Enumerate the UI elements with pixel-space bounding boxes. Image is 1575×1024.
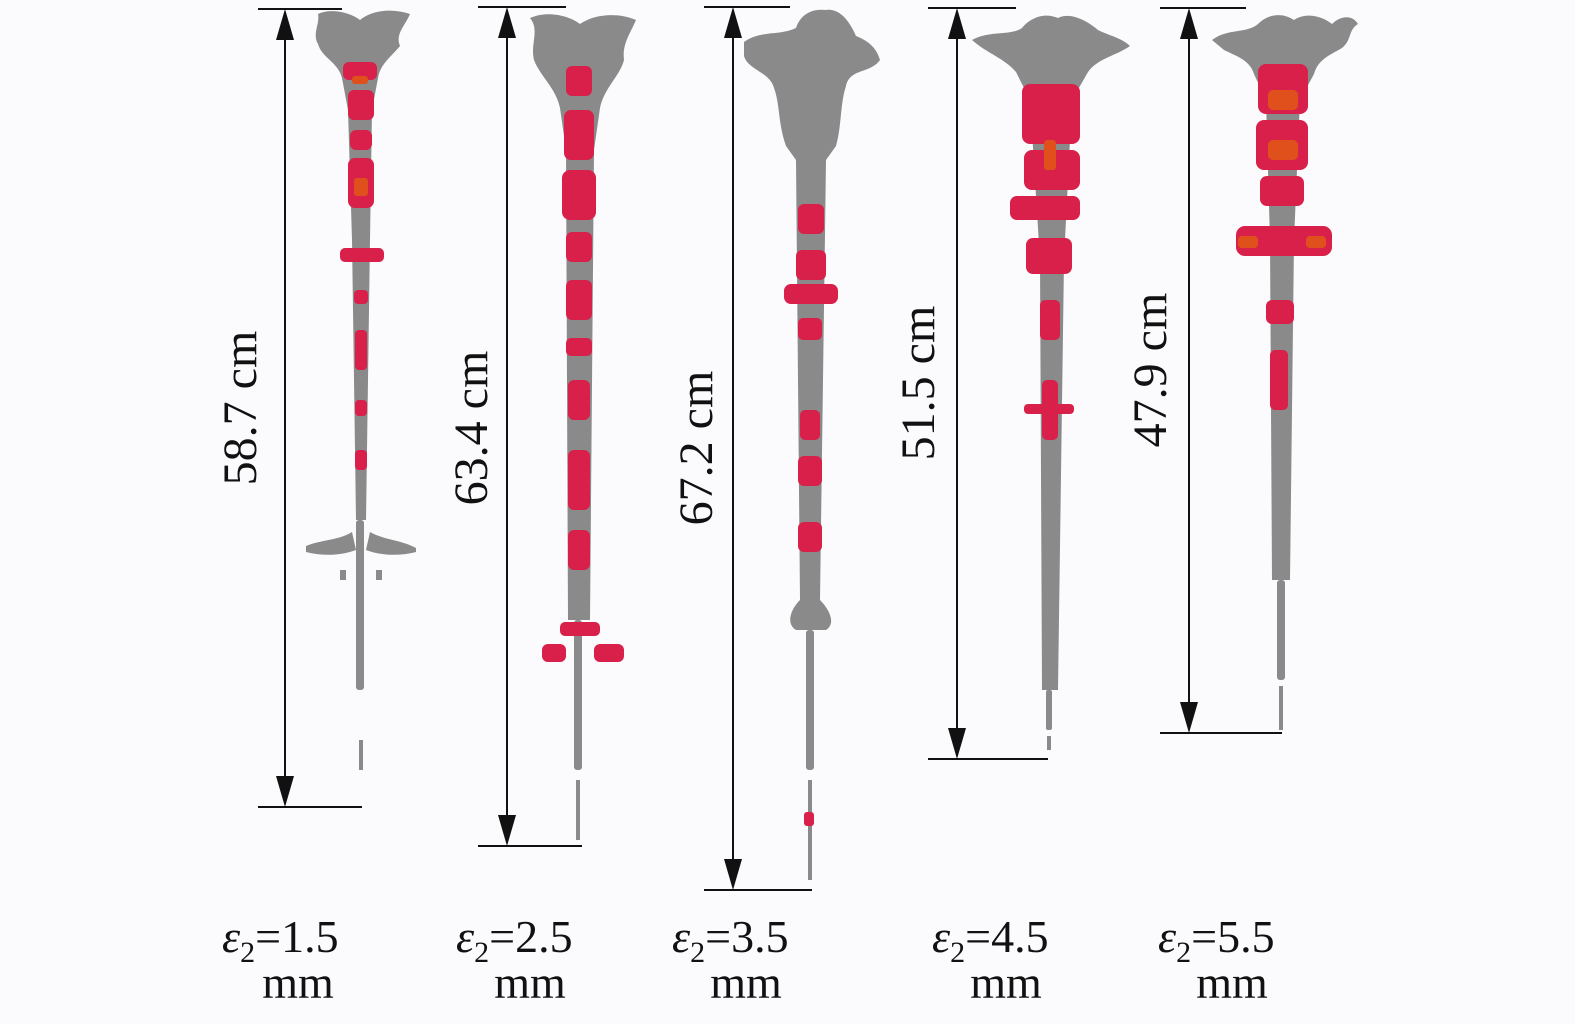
dimension-arrow-top-1 [276,9,294,40]
dimension-arrow-top-2 [498,7,516,38]
dimension-2 [478,6,582,847]
dimension-arrow-bottom-3 [724,859,742,890]
jet-shape-1 [306,10,416,770]
length-label-1: 58.7 cm [214,331,267,486]
panel-1: 58.7 cm ε2=1.5 mm [214,8,416,1008]
jet-shape-5 [1212,15,1358,730]
damage-marks-4 [1010,84,1080,440]
dimension-5 [1160,7,1282,734]
parameter-label-3: ε2=3.5 [672,911,789,969]
parameter-label-4: ε2=4.5 [932,911,1049,969]
unit-label-4: mm [970,957,1042,1008]
hot-marks-4 [1044,140,1056,170]
length-label-3: 67.2 cm [670,371,723,526]
parameter-label-5: ε2=5.5 [1158,911,1275,969]
hot-marks-1 [352,76,368,196]
unit-label-1: mm [262,957,334,1008]
dimension-arrow-top-3 [724,7,742,38]
length-label-2: 63.4 cm [445,351,498,506]
dimension-4 [928,7,1048,760]
dimension-arrow-top-4 [948,8,966,39]
dimension-arrow-bottom-4 [948,728,966,759]
unit-label-2: mm [494,957,566,1008]
unit-label-5: mm [1196,957,1268,1008]
dimension-3 [704,6,812,891]
dimension-arrow-bottom-5 [1180,702,1198,733]
jet-shape-3 [744,9,880,880]
parameter-label-2: ε2=2.5 [456,911,573,969]
dimension-arrow-top-5 [1180,8,1198,39]
panel-2: 63.4 cm ε2=2.5 mm [445,6,636,1008]
parameter-label-1: ε2=1.5 [222,911,339,969]
damage-marks-2 [542,66,624,662]
jet-shape-4 [972,15,1130,750]
unit-label-3: mm [710,957,782,1008]
damage-marks-3 [784,204,838,826]
dimension-1 [258,8,362,808]
panel-3: 67.2 cm ε2=3.5 mm [670,6,880,1008]
length-label-4: 51.5 cm [892,306,945,461]
dimension-arrow-bottom-1 [276,776,294,807]
dimension-arrow-bottom-2 [498,815,516,846]
panel-4: 51.5 cm ε2=4.5 mm [892,7,1130,1008]
length-label-5: 47.9 cm [1124,293,1177,448]
panel-5: 47.9 cm ε2=5.5 mm [1124,7,1358,1008]
hot-marks-5 [1238,90,1326,248]
